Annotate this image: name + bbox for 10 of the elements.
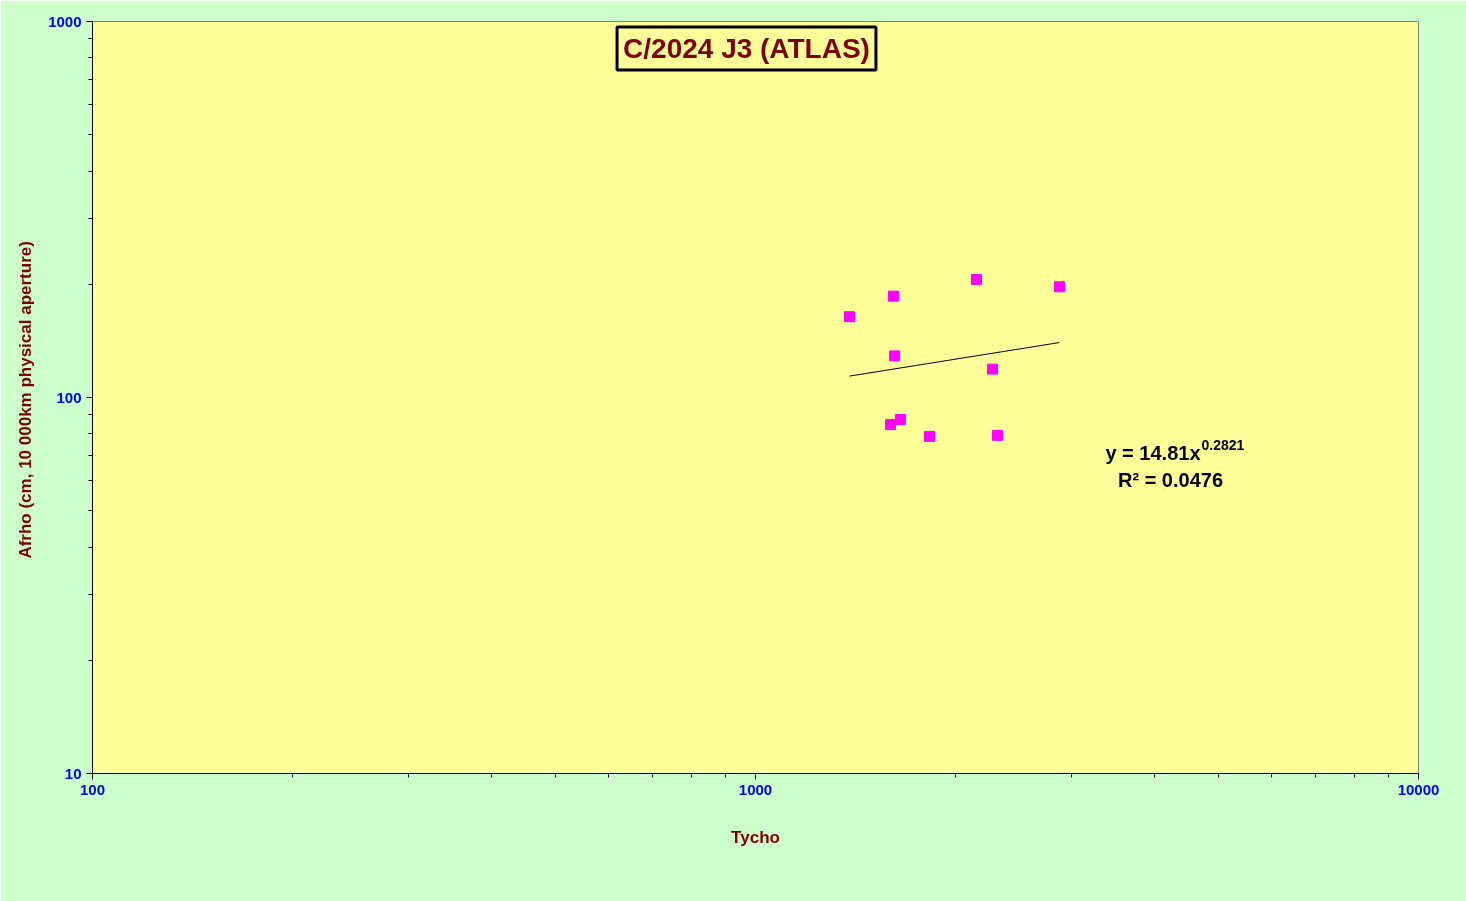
annotation: R² = 0.0476 [1117,468,1224,491]
x-tick-label: 10000 [1397,780,1440,798]
x-axis-title: Tycho [731,827,780,847]
y-tick-label: 10 [64,764,82,782]
chart-title: C/2024 J3 (ATLAS) [623,33,870,64]
x-tick-label: 1000 [738,780,773,798]
y-tick-label: 100 [56,388,82,406]
y-tick-label: 1000 [48,12,82,30]
y-axis-title: Afrho (cm, 10 000km physical aperture) [16,241,36,559]
x-tick-label: 100 [79,780,106,798]
